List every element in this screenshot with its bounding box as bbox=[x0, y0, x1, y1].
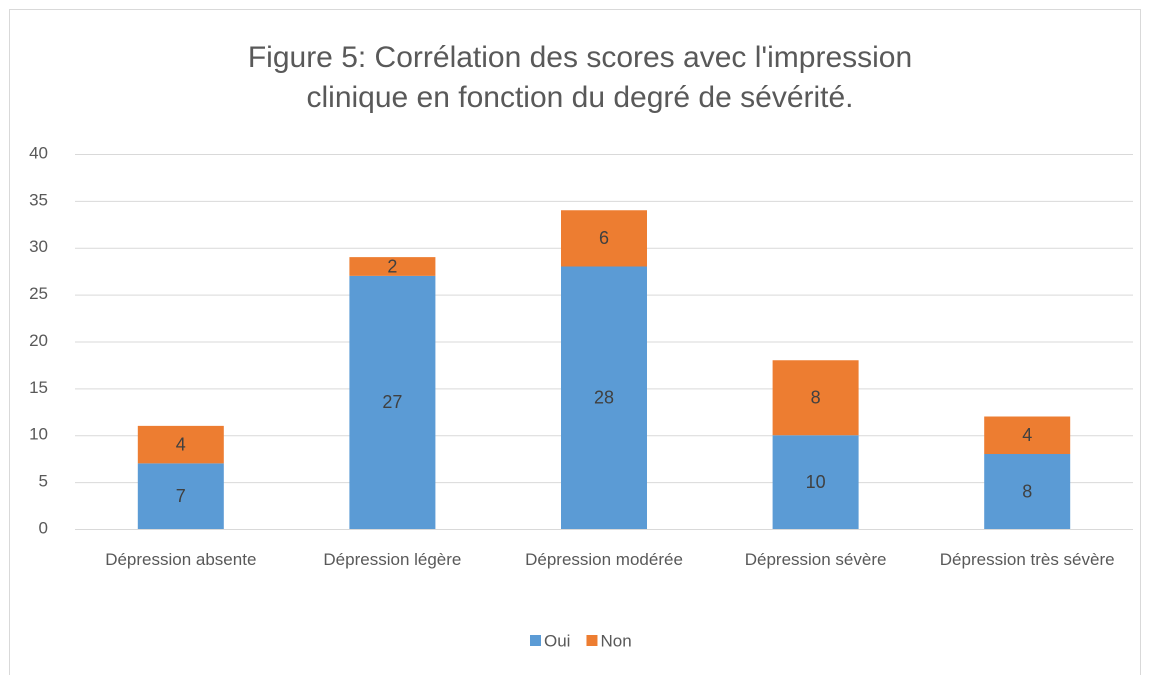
x-tick-label: Dépression sévère bbox=[744, 550, 887, 569]
data-label: 27 bbox=[382, 392, 402, 412]
y-tick-label: 15 bbox=[29, 378, 48, 397]
y-tick-label: 0 bbox=[39, 518, 48, 537]
data-label: 8 bbox=[1022, 481, 1032, 501]
data-label: 28 bbox=[594, 388, 614, 408]
legend-label: Non bbox=[600, 631, 631, 650]
bar-segment bbox=[984, 416, 1071, 454]
bar-segment bbox=[349, 257, 436, 276]
bar-segment bbox=[137, 425, 224, 464]
data-label: 10 bbox=[806, 472, 826, 492]
bar-segment bbox=[772, 360, 859, 436]
data-label: 8 bbox=[811, 388, 821, 408]
y-tick-label: 25 bbox=[29, 284, 48, 303]
bar-segment bbox=[772, 435, 859, 529]
chart-title: Figure 5: Corrélation des scores avec l'… bbox=[247, 41, 913, 114]
x-tick-label: Dépression très sévère bbox=[939, 550, 1115, 569]
data-label: 7 bbox=[176, 486, 186, 506]
data-label: 2 bbox=[387, 256, 397, 276]
y-tick-label: 30 bbox=[29, 237, 48, 256]
bar-segment bbox=[561, 210, 647, 267]
x-tick-label: Dépression absente bbox=[105, 550, 257, 569]
data-label: 6 bbox=[599, 228, 609, 248]
x-tick-label: Dépression légère bbox=[323, 550, 462, 569]
data-label: 4 bbox=[176, 434, 186, 454]
legend-swatch bbox=[586, 635, 598, 646]
x-tick-label: Dépression modérée bbox=[525, 550, 683, 569]
bar-segment bbox=[137, 463, 224, 529]
legend-label: Oui bbox=[544, 631, 570, 650]
bar-segment bbox=[984, 454, 1071, 529]
y-tick-label: 10 bbox=[29, 425, 48, 444]
data-label: 4 bbox=[1022, 425, 1032, 445]
y-tick-label: 5 bbox=[39, 472, 48, 491]
bar-segment bbox=[349, 275, 436, 529]
y-tick-label: 20 bbox=[29, 331, 48, 350]
y-tick-label: 40 bbox=[29, 143, 48, 162]
y-tick-label: 35 bbox=[29, 190, 48, 209]
legend-swatch bbox=[530, 635, 541, 646]
bar-segment bbox=[561, 266, 647, 529]
chart-border bbox=[9, 9, 1141, 675]
